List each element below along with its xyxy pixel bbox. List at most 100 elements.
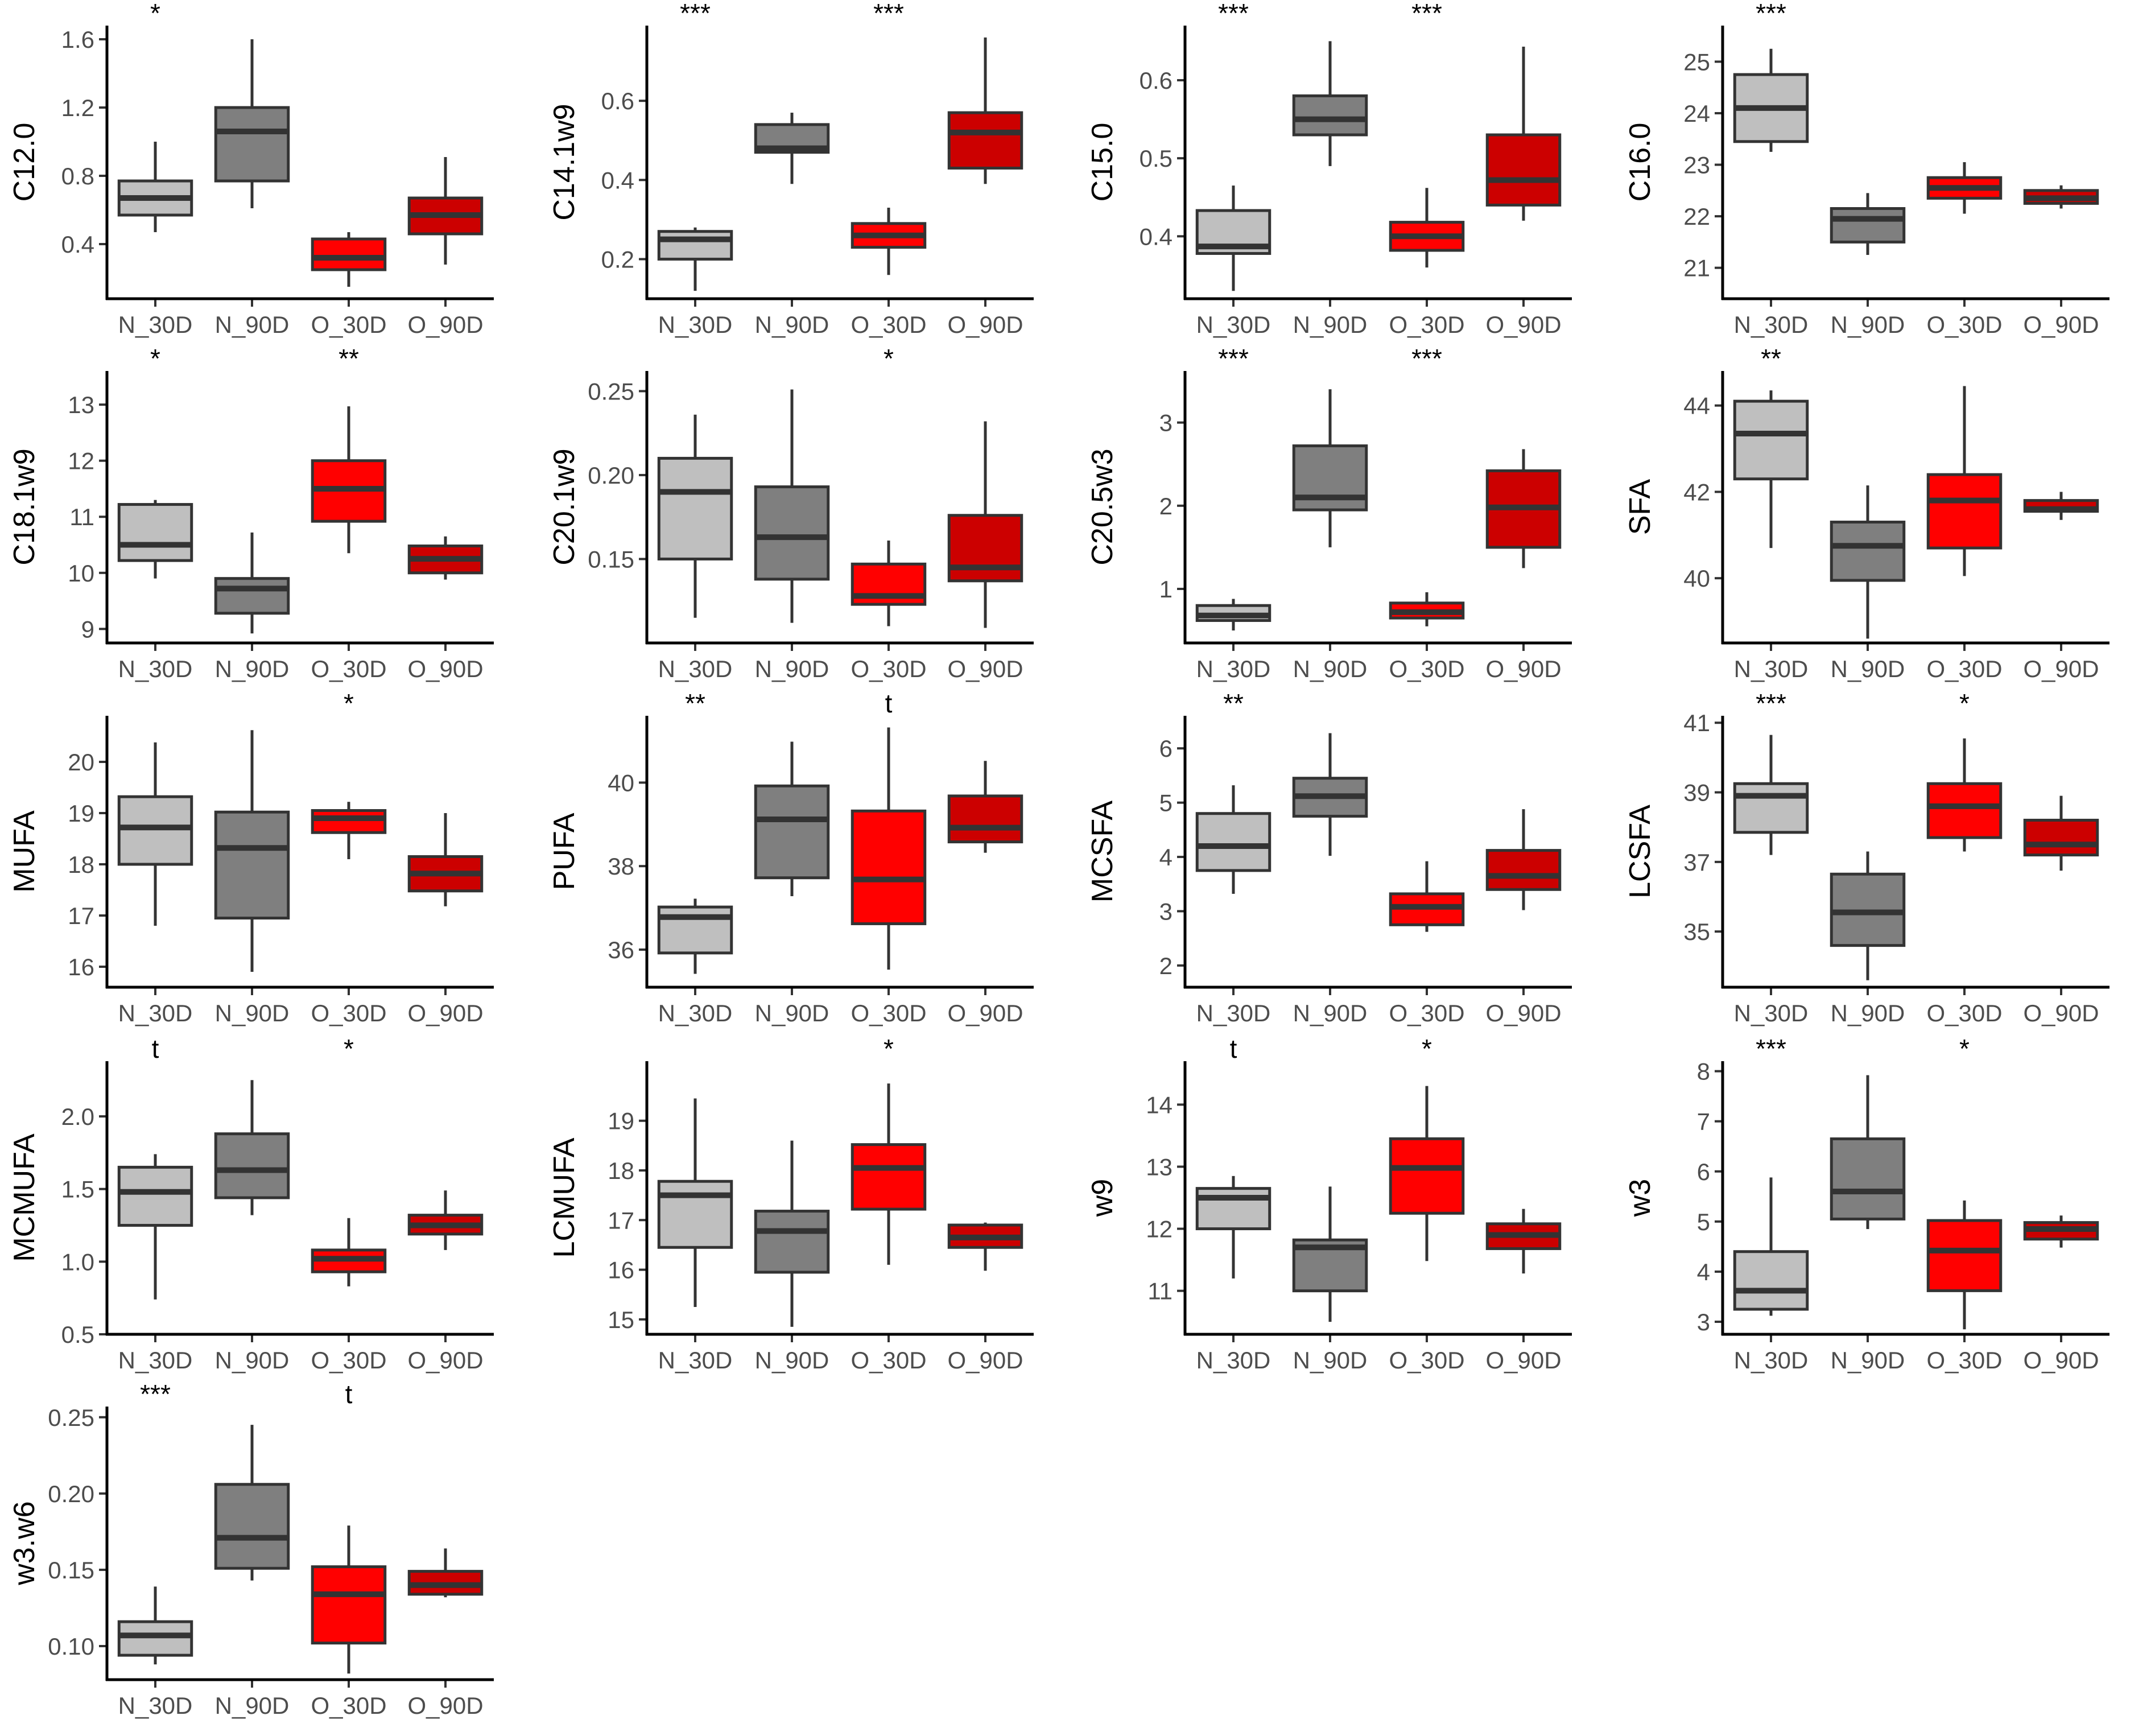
- box-o-90d: [2023, 1215, 2099, 1248]
- box-n-90d: [754, 1140, 830, 1327]
- x-category-label: N_90D: [755, 311, 829, 338]
- y-tick-label: 1.5: [61, 1176, 94, 1203]
- significance-label: ***: [680, 0, 711, 28]
- box-body: [947, 111, 1023, 170]
- y-tick-label: 1.6: [61, 26, 94, 53]
- significance-label: ***: [1756, 0, 1786, 28]
- box-o-30d: [311, 232, 387, 287]
- x-category-label: O_90D: [947, 655, 1023, 682]
- x-category-label: O_90D: [407, 1347, 483, 1374]
- y-tick-label: 0.8: [61, 163, 94, 189]
- significance-label: ***: [1411, 344, 1442, 373]
- y-tick-label: 0.4: [601, 167, 634, 193]
- x-category-label: N_90D: [1831, 1347, 1905, 1374]
- box-body: [214, 106, 290, 183]
- box-n-30d: [1195, 785, 1271, 894]
- box-body: [851, 809, 927, 925]
- box-o-90d: [1485, 449, 1562, 568]
- box-body: [657, 230, 733, 261]
- box-body: [311, 809, 387, 834]
- box-body: [1389, 1137, 1465, 1215]
- y-tick-label: 19: [608, 1108, 634, 1135]
- x-category-label: O_30D: [1926, 1347, 2002, 1374]
- y-tick-label: 2.0: [61, 1103, 94, 1130]
- x-category-label: N_90D: [755, 655, 829, 682]
- significance-label: *: [150, 0, 160, 28]
- x-category-label: O_90D: [2023, 311, 2099, 338]
- box-o-30d: [851, 1083, 927, 1265]
- panel-c14-1w9: C14.1w9 0.2 0.4 0.6 N_30D *** N_90D O_30D *** O_9…: [548, 0, 1034, 338]
- panel-c12-0: C12.0 0.4 0.8 1.2 1.6 N_30D * N_90D O_30D O_90D: [8, 0, 494, 338]
- box-body: [1926, 782, 2003, 839]
- box-n-90d: [214, 532, 290, 634]
- y-tick-label: 16: [68, 954, 94, 980]
- y-tick-label: 6: [1159, 735, 1173, 762]
- x-category-label: O_30D: [311, 655, 386, 682]
- x-category-label: O_90D: [407, 1692, 483, 1719]
- y-tick-label: 37: [1683, 849, 1710, 876]
- box-n-30d: [657, 898, 733, 974]
- x-category-label: N_30D: [1734, 1000, 1809, 1026]
- significance-label: ***: [1218, 344, 1249, 373]
- x-category-label: N_30D: [118, 1000, 193, 1026]
- box-n-30d: [1733, 735, 1809, 855]
- box-body: [851, 1143, 927, 1211]
- panel-mcsfa: MCSFA 2 3 4 5 6 N_30D ** N_90D O_30D O_90D: [1086, 688, 1572, 1026]
- significance-label: t: [885, 688, 893, 718]
- box-n-90d: [1292, 389, 1368, 547]
- x-category-label: N_90D: [1831, 311, 1905, 338]
- panel-mcmufa: MCMUFA 0.5 1.0 1.5 2.0 N_30D t N_90D O_30D * O_90D: [8, 1034, 494, 1374]
- y-tick-label: 3: [1159, 410, 1173, 436]
- box-n-90d: [214, 39, 290, 208]
- box-n-30d: [117, 500, 193, 579]
- y-tick-label: 0.4: [1140, 223, 1173, 250]
- y-axis-label: PUFA: [548, 813, 581, 890]
- x-category-label: N_90D: [1293, 311, 1368, 338]
- box-n-30d: [1195, 185, 1271, 291]
- box-body: [1195, 1187, 1271, 1231]
- y-axis-label: w3: [1624, 1179, 1657, 1217]
- box-o-30d: [1389, 1086, 1465, 1261]
- box-n-90d: [754, 741, 830, 897]
- box-o-30d: [311, 1218, 387, 1286]
- box-o-90d: [947, 761, 1023, 853]
- panel-w3: w3 3 4 5 6 7 8 N_30D *** N_90D O_30D * O_90D: [1624, 1034, 2109, 1374]
- x-category-label: O_30D: [311, 1347, 386, 1374]
- box-n-90d: [1830, 193, 1906, 255]
- y-tick-label: 17: [68, 902, 94, 929]
- x-category-label: O_30D: [311, 1000, 386, 1026]
- box-body: [1830, 207, 1906, 244]
- x-category-label: N_30D: [658, 1347, 733, 1374]
- box-body: [1926, 473, 2003, 550]
- box-n-90d: [754, 389, 830, 623]
- x-category-label: N_30D: [1196, 655, 1271, 682]
- x-category-label: N_90D: [215, 1692, 290, 1719]
- y-axis-label: MCMUFA: [8, 1133, 41, 1262]
- x-category-label: N_30D: [658, 311, 733, 338]
- box-o-90d: [407, 813, 484, 906]
- x-category-label: N_90D: [1293, 655, 1368, 682]
- box-o-90d: [407, 157, 484, 265]
- y-tick-label: 24: [1683, 100, 1710, 127]
- box-o-30d: [1926, 162, 2003, 214]
- box-body: [117, 795, 193, 866]
- box-body: [214, 1132, 290, 1199]
- y-tick-label: 22: [1683, 203, 1710, 230]
- box-body: [1733, 1250, 1809, 1311]
- y-axis-label: C20.5w3: [1086, 448, 1119, 565]
- box-body: [1485, 849, 1562, 891]
- x-category-label: N_30D: [118, 1347, 193, 1374]
- x-category-label: O_90D: [2023, 655, 2099, 682]
- y-tick-label: 17: [608, 1207, 634, 1234]
- y-tick-label: 1: [1159, 576, 1173, 603]
- box-o-90d: [947, 1222, 1023, 1271]
- x-category-label: N_30D: [118, 311, 193, 338]
- y-tick-label: 0.15: [48, 1557, 94, 1584]
- y-tick-label: 11: [69, 504, 94, 530]
- box-n-90d: [754, 113, 830, 184]
- x-category-label: N_30D: [1734, 655, 1809, 682]
- y-tick-label: 16: [608, 1257, 634, 1284]
- box-n-90d: [1292, 41, 1368, 166]
- y-tick-label: 4: [1697, 1259, 1710, 1285]
- x-category-label: N_30D: [1196, 1000, 1271, 1026]
